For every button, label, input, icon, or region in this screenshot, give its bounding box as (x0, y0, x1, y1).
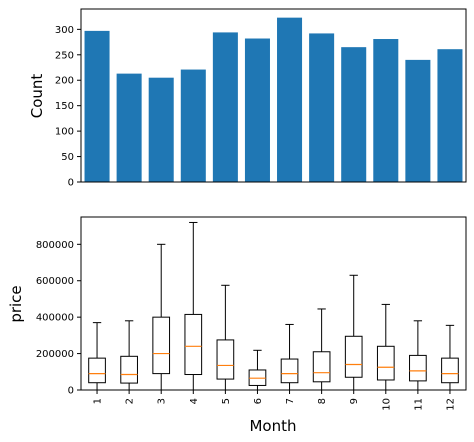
iqr-box (280, 358, 299, 384)
box-series (88, 221, 459, 391)
iqr-box (184, 313, 203, 376)
box-6 (248, 349, 267, 391)
x-tick-label: 4 (189, 398, 200, 404)
bar-12 (437, 49, 463, 183)
bar-3 (148, 77, 174, 182)
y-axis-ticks: 0 50 100 150 200 250 300 (55, 25, 81, 189)
y-tick-label: 50 (61, 152, 74, 163)
bar-1 (84, 30, 110, 183)
box-12 (441, 324, 459, 391)
x-axis-label: Month (249, 417, 296, 435)
x-tick-label: 3 (157, 398, 168, 404)
iqr-box (152, 316, 171, 375)
box-2 (120, 320, 138, 391)
y-axis-label: Count (28, 74, 46, 119)
y-tick-label: 150 (55, 101, 74, 112)
y-tick-label: 200 (55, 76, 74, 87)
box-5 (216, 284, 235, 391)
y-tick-label: 100 (55, 127, 74, 138)
y-tick-label: 0 (68, 386, 74, 397)
x-tick-label: 11 (413, 398, 424, 411)
box-4 (184, 221, 203, 391)
plot-frame (80, 8, 467, 183)
bar-11 (405, 59, 431, 182)
x-axis-ticks: 1 2 3 4 5 6 7 8 9 10 11 12 (93, 390, 456, 411)
y-tick-label: 0 (68, 178, 74, 189)
x-tick-label: 5 (221, 398, 232, 404)
y-tick-label: 200000 (36, 349, 74, 360)
x-tick-label: 12 (445, 398, 456, 411)
iqr-box (88, 357, 106, 384)
box-3 (152, 243, 171, 391)
bar-5 (212, 32, 238, 182)
box-7 (280, 323, 299, 391)
bar-9 (341, 47, 367, 182)
plot-frame (80, 216, 467, 391)
x-tick-label: 9 (349, 398, 360, 404)
y-axis-label: price (7, 285, 25, 322)
bar-8 (309, 33, 335, 183)
y-tick-label: 600000 (36, 276, 74, 287)
iqr-box (409, 354, 427, 382)
bar-series (84, 17, 463, 183)
y-tick-label: 300 (55, 25, 74, 36)
bar-6 (244, 38, 270, 182)
box-8 (312, 308, 331, 391)
iqr-box (120, 355, 138, 384)
box-1 (88, 322, 106, 391)
bar-10 (373, 39, 399, 183)
x-tick-label: 10 (381, 398, 392, 411)
iqr-box (216, 339, 235, 380)
x-tick-label: 8 (317, 398, 328, 404)
box-9 (344, 274, 363, 391)
bar-4 (180, 69, 206, 182)
y-tick-label: 800000 (36, 240, 74, 251)
y-axis-ticks: 0 200000 400000 600000 800000 (36, 240, 81, 397)
y-tick-label: 250 (55, 50, 74, 61)
box-11 (409, 320, 427, 391)
x-tick-label: 2 (125, 398, 136, 404)
box-10 (376, 303, 395, 391)
bar-7 (277, 17, 303, 183)
iqr-box (312, 351, 331, 383)
iqr-box (344, 335, 363, 378)
bar-2 (116, 73, 142, 182)
x-tick-label: 7 (285, 398, 296, 404)
iqr-box (441, 357, 459, 384)
count-bar-chart: 0 50 100 150 200 250 300 Count (28, 8, 467, 189)
iqr-box (376, 345, 395, 381)
x-tick-label: 6 (253, 398, 264, 404)
x-tick-label: 1 (93, 398, 104, 404)
y-tick-label: 400000 (36, 313, 74, 324)
